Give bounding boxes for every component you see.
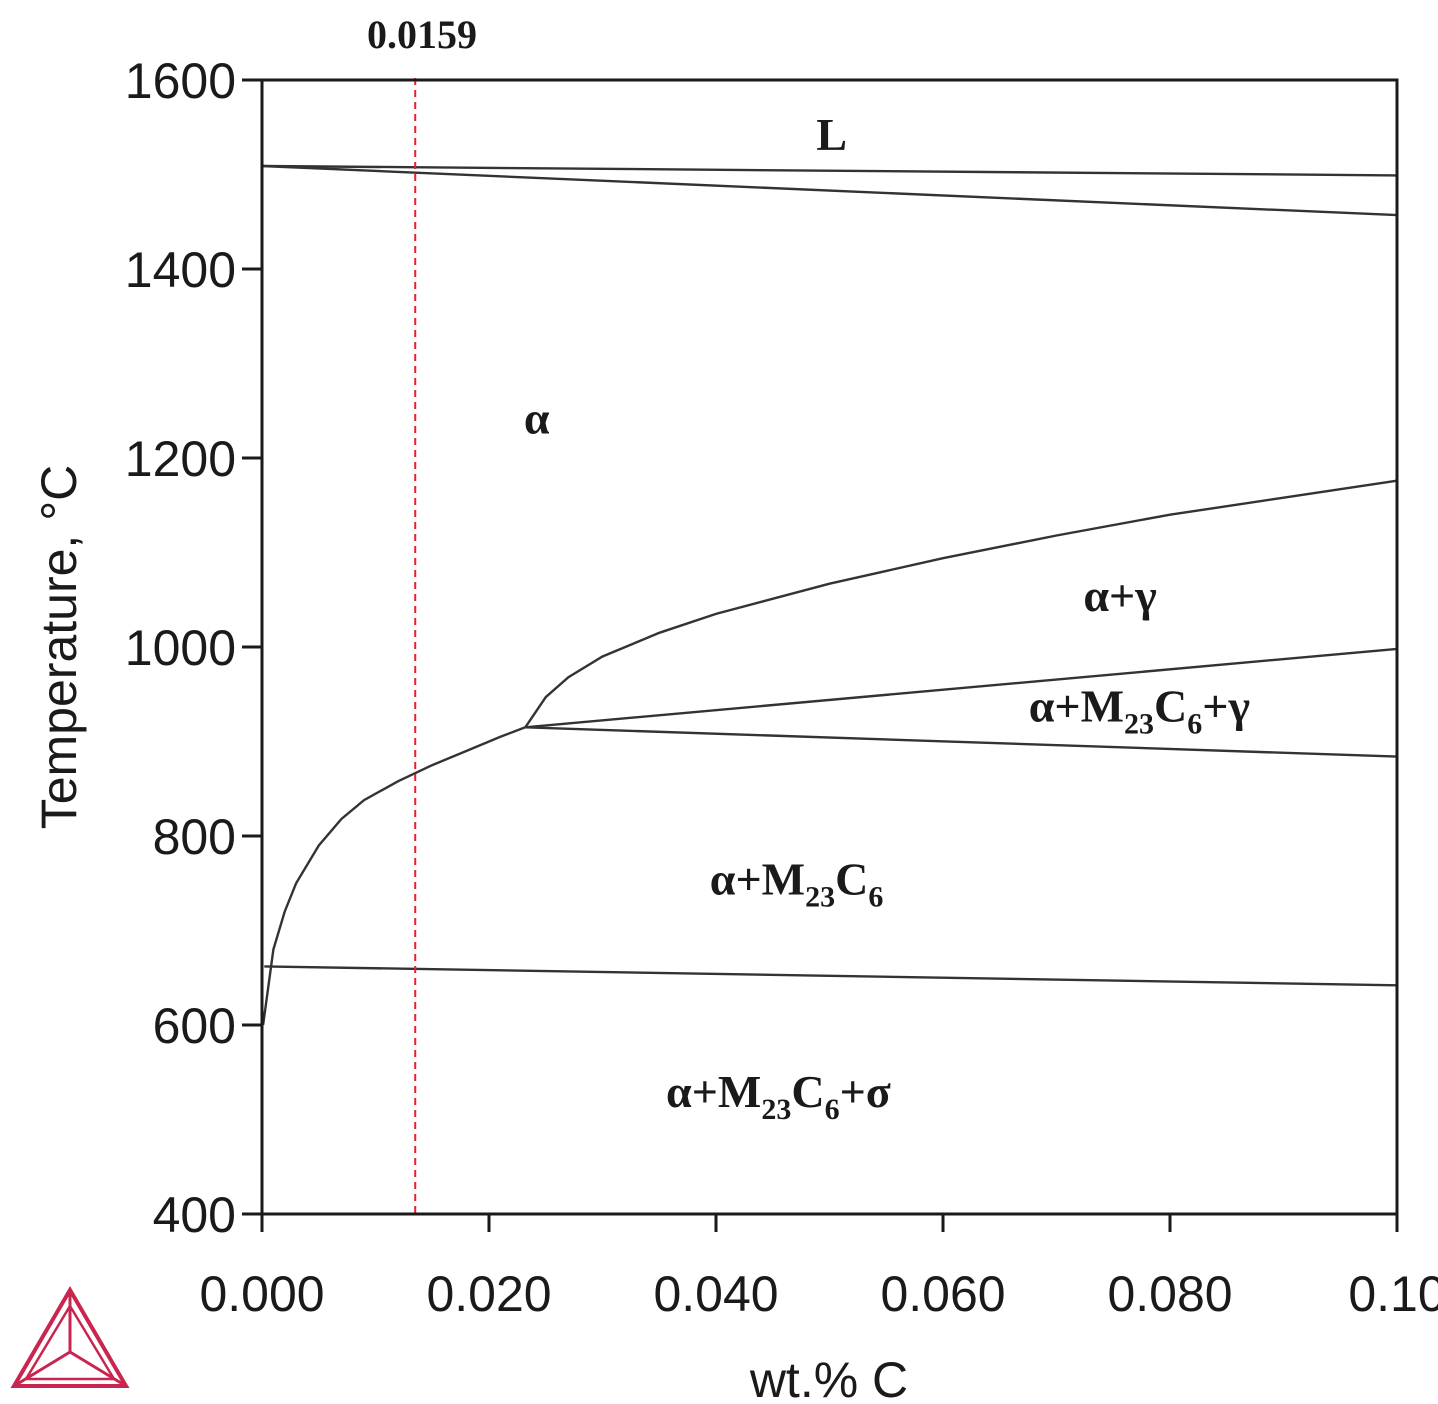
- phase-region-label-3: α+γ: [1083, 570, 1156, 621]
- phase-boundaries: [261, 164, 1398, 1026]
- y-tick-label: 600: [153, 998, 236, 1054]
- phase-region-labels: Lα α+γ α+M23C6+γ α+M23C6 α+M23C6+σ: [524, 109, 1250, 1126]
- x-tick-label: 0.000: [199, 1266, 324, 1322]
- y-tick-label: 1200: [125, 431, 236, 487]
- phase-region-label-4: α+M23C6+γ: [1029, 681, 1250, 741]
- phase-boundary-line-3: [261, 726, 526, 1026]
- x-tick-label: 0.020: [426, 1266, 551, 1322]
- x-tick-label: 0.060: [880, 1266, 1005, 1322]
- phase-boundary-line-1: [261, 164, 1398, 177]
- marker-label: 0.0159: [367, 12, 477, 57]
- logo-edge-2: [13, 1350, 71, 1388]
- y-tick-label: 1400: [125, 242, 236, 298]
- y-tick-label: 800: [153, 809, 236, 865]
- composition-marker: 0.0159: [367, 12, 477, 1214]
- x-axis-ticks: 0.000 0.020 0.040 0.060 0.080 0.10: [199, 1214, 1438, 1322]
- x-tick-label: 0.040: [653, 1266, 778, 1322]
- x-tick-label: 0.080: [1107, 1266, 1232, 1322]
- plot-frame: [260, 78, 1399, 1216]
- x-tick-label: 0.10: [1348, 1266, 1438, 1322]
- phase-boundary-line-7: [264, 965, 1398, 987]
- phase-region-label-6: α+M23C6+σ: [666, 1066, 891, 1126]
- logo-inner-triangle: [23, 1303, 117, 1381]
- phase-region-label-1: L: [816, 109, 847, 160]
- y-tick-label: 400: [153, 1187, 236, 1243]
- phase-boundary-line-4: [524, 479, 1398, 728]
- y-tick-label: 1000: [125, 620, 236, 676]
- logo-outer-triangle: [10, 1286, 130, 1388]
- phase-boundary-line-2: [261, 164, 1398, 217]
- phase-boundary-line-5: [525, 647, 1398, 729]
- phase-boundary-line-6: [525, 726, 1398, 758]
- phase-region-label-2: α: [524, 392, 550, 443]
- y-tick-label: 1600: [125, 53, 236, 109]
- x-axis-title: wt.% C: [749, 1352, 908, 1404]
- y-axis-title: Temperature, °C: [31, 465, 87, 830]
- thermo-calc-logo-icon: [10, 1286, 130, 1388]
- phase-region-label-5: α+M23C6: [710, 854, 884, 914]
- logo-edge-3: [69, 1350, 127, 1388]
- y-axis-ticks: 400 600 800 1000 1200 1400 1600: [125, 53, 262, 1243]
